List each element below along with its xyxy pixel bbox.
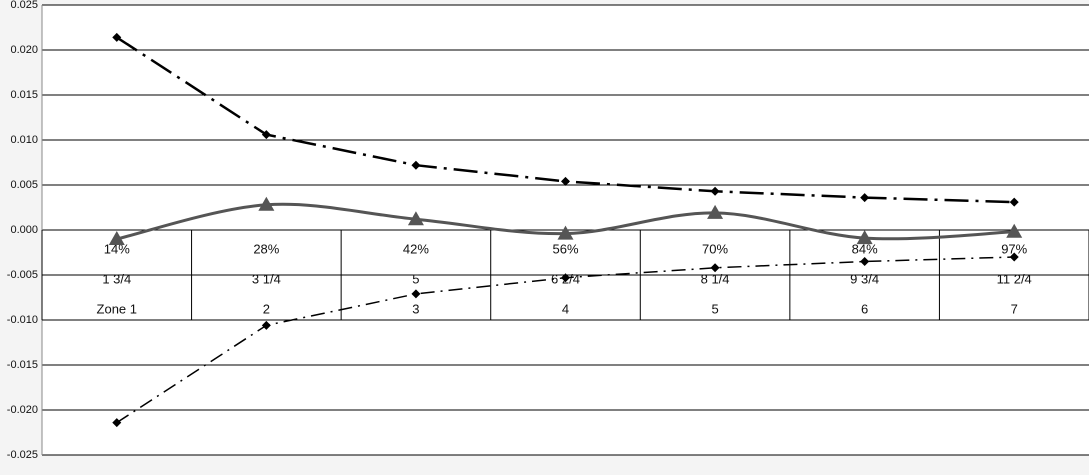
diamond-marker — [860, 193, 870, 203]
category-level-label: 70% — [702, 241, 728, 256]
triangle-marker — [856, 230, 873, 245]
y-tick-label: 0.020 — [10, 44, 38, 56]
x-tick-label: Zone 1 — [97, 301, 137, 316]
diamond-marker — [561, 273, 570, 283]
y-tick-label: 0.010 — [10, 134, 38, 146]
triangle-marker — [108, 231, 125, 245]
triangle-marker — [1006, 223, 1023, 238]
diamond-marker — [411, 160, 421, 170]
x-tick-label: 2 — [263, 301, 270, 316]
diamond-marker — [1009, 252, 1019, 262]
y-tick-label: -0.005 — [7, 269, 38, 281]
category-level-label: 3 1/4 — [252, 271, 281, 286]
category-level-label: 1 3/4 — [102, 271, 131, 286]
x-tick-label: 6 — [861, 301, 868, 316]
triangle-marker — [407, 211, 424, 226]
diamond-marker — [1009, 197, 1019, 207]
x-tick-label: 3 — [412, 301, 419, 316]
diamond-marker — [112, 32, 122, 42]
category-level-label: 8 1/4 — [701, 271, 730, 286]
y-tick-label: 0.025 — [10, 0, 38, 11]
diamond-marker — [261, 320, 271, 330]
x-tick-label: 5 — [711, 301, 718, 316]
diamond-marker — [561, 176, 570, 186]
diamond-marker — [860, 257, 870, 266]
category-level-label: 11 2/4 — [997, 271, 1032, 286]
diamond-marker — [710, 263, 720, 273]
diamond-marker — [261, 130, 271, 140]
diamond-marker — [112, 418, 122, 428]
y-tick-label: -0.015 — [7, 359, 38, 371]
y-tick-label: 0.015 — [10, 89, 38, 101]
category-level-label: 42% — [403, 241, 429, 256]
y-tick-label: -0.025 — [7, 449, 38, 461]
triangle-marker — [258, 196, 275, 211]
y-tick-label: 0.000 — [10, 224, 38, 236]
category-level-label: 5 — [412, 271, 419, 286]
category-level-label: 9 3/4 — [850, 271, 879, 286]
category-level-label: 28% — [253, 241, 279, 256]
x-tick-label: 7 — [1011, 301, 1018, 316]
y-tick-label: -0.010 — [7, 314, 38, 326]
category-level-label: 84% — [852, 241, 878, 256]
diamond-marker — [710, 186, 720, 196]
x-tick-label: 4 — [562, 301, 569, 316]
category-level-label: 97% — [1001, 241, 1027, 256]
triangle-marker — [557, 225, 574, 240]
triangle-marker — [707, 204, 724, 219]
y-tick-label: 0.005 — [10, 179, 38, 191]
diamond-marker — [411, 289, 421, 299]
category-level-label: 14% — [104, 241, 130, 256]
category-level-label: 56% — [552, 241, 578, 256]
y-tick-label: -0.020 — [7, 404, 38, 416]
